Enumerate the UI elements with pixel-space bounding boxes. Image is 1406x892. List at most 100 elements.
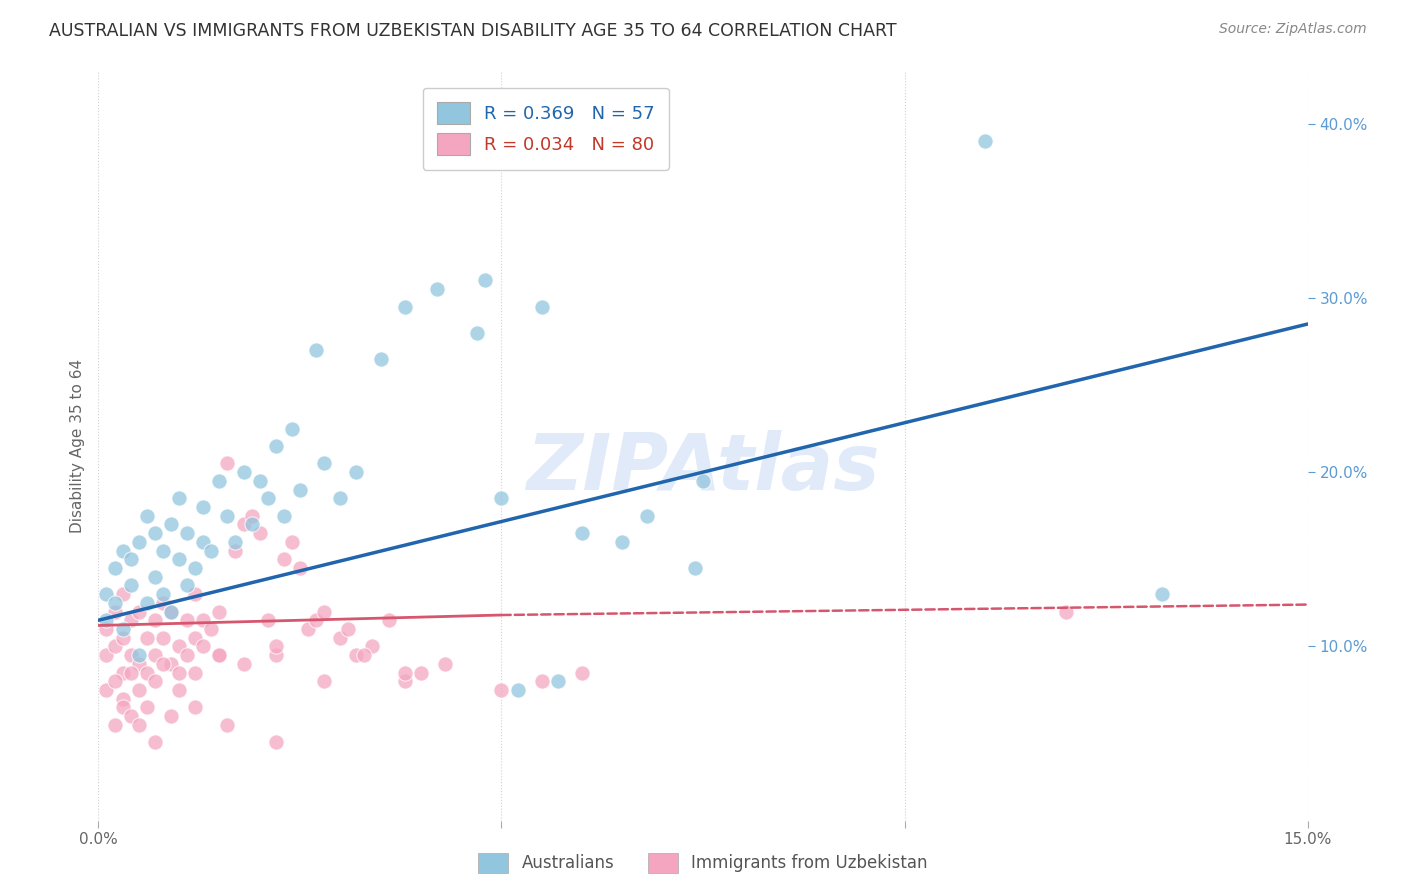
Point: [224, 534, 246, 549]
Point: [111, 631, 134, 645]
Point: [120, 613, 142, 627]
Point: [176, 613, 198, 627]
Point: [692, 474, 714, 488]
Point: [264, 640, 287, 654]
Point: [160, 657, 183, 671]
Point: [152, 657, 174, 671]
Point: [176, 648, 198, 662]
Point: [135, 700, 157, 714]
Point: [176, 578, 198, 592]
Point: [184, 631, 207, 645]
Point: [273, 552, 295, 566]
Point: [96, 613, 118, 627]
Point: [120, 648, 142, 662]
Point: [160, 605, 183, 619]
Point: [103, 674, 125, 689]
Point: [344, 648, 367, 662]
Point: [135, 631, 157, 645]
Point: [329, 491, 352, 506]
Point: [152, 596, 174, 610]
Point: [193, 640, 215, 654]
Point: [96, 587, 118, 601]
Point: [491, 682, 513, 697]
Point: [217, 457, 239, 471]
Point: [208, 605, 231, 619]
Point: [288, 483, 311, 497]
Point: [143, 526, 166, 541]
Point: [152, 543, 174, 558]
Point: [103, 605, 125, 619]
Point: [120, 552, 142, 566]
Point: [111, 543, 134, 558]
Point: [208, 648, 231, 662]
Point: [353, 648, 375, 662]
Point: [314, 674, 336, 689]
Point: [193, 613, 215, 627]
Point: [111, 700, 134, 714]
Point: [128, 605, 150, 619]
Point: [167, 552, 190, 566]
Point: [409, 665, 432, 680]
Point: [314, 605, 336, 619]
Point: [329, 631, 352, 645]
Point: [111, 587, 134, 601]
Point: [232, 517, 254, 532]
Point: [361, 640, 384, 654]
Point: [193, 534, 215, 549]
Point: [273, 508, 295, 523]
Point: [344, 465, 367, 479]
Point: [281, 421, 304, 435]
Point: [128, 657, 150, 671]
Point: [143, 674, 166, 689]
Legend: Australians, Immigrants from Uzbekistan: Australians, Immigrants from Uzbekistan: [471, 847, 935, 880]
Point: [135, 665, 157, 680]
Point: [240, 517, 263, 532]
Point: [111, 665, 134, 680]
Point: [193, 500, 215, 514]
Point: [506, 682, 529, 697]
Point: [152, 587, 174, 601]
Point: [96, 648, 118, 662]
Point: [167, 491, 190, 506]
Point: [474, 273, 496, 287]
Point: [547, 674, 569, 689]
Point: [264, 648, 287, 662]
Point: [224, 543, 246, 558]
Point: [530, 674, 553, 689]
Point: [217, 718, 239, 732]
Point: [103, 718, 125, 732]
Point: [96, 682, 118, 697]
Point: [571, 665, 593, 680]
Point: [337, 622, 360, 636]
Point: [281, 534, 304, 549]
Point: [208, 474, 231, 488]
Point: [394, 665, 416, 680]
Point: [683, 561, 706, 575]
Point: [128, 648, 150, 662]
Point: [111, 622, 134, 636]
Point: [636, 508, 658, 523]
Point: [184, 561, 207, 575]
Point: [612, 534, 634, 549]
Point: [176, 526, 198, 541]
Point: [314, 457, 336, 471]
Point: [434, 657, 457, 671]
Point: [128, 534, 150, 549]
Point: [120, 578, 142, 592]
Point: [264, 735, 287, 749]
Point: [184, 587, 207, 601]
Point: [143, 648, 166, 662]
Point: [208, 648, 231, 662]
Text: Source: ZipAtlas.com: Source: ZipAtlas.com: [1219, 22, 1367, 37]
Point: [530, 300, 553, 314]
Point: [256, 491, 278, 506]
Point: [160, 517, 183, 532]
Point: [96, 622, 118, 636]
Point: [297, 622, 319, 636]
Point: [288, 561, 311, 575]
Point: [491, 491, 513, 506]
Y-axis label: Disability Age 35 to 64: Disability Age 35 to 64: [69, 359, 84, 533]
Point: [974, 134, 997, 148]
Point: [305, 343, 328, 358]
Point: [120, 709, 142, 723]
